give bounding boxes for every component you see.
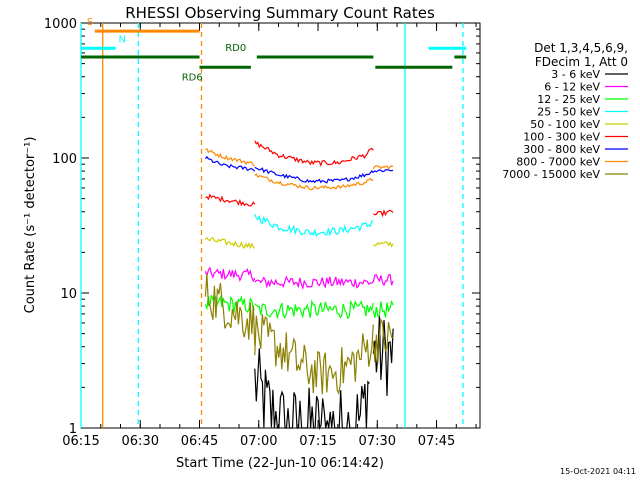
series-6-12-kev-segment-3: [372, 273, 394, 287]
y-axis-label: Count Rate (s⁻¹ detector⁻¹): [23, 137, 38, 314]
legend-header-line-1: Det 1,3,4,5,6,9,: [534, 41, 628, 55]
legend-label-100-300-kev: 100 - 300 keV: [523, 131, 600, 144]
legend-label-12-25-kev: 12 - 25 keV: [537, 93, 600, 106]
series-6-12-kev-segment-2: [254, 275, 374, 290]
legend-label-800-7000-kev: 800 - 7000 keV: [516, 156, 600, 169]
x-tick-label: 06:15: [62, 434, 99, 449]
series-300-800-kev-segment-1: [204, 155, 256, 172]
series-100-300-kev-segment-3: [373, 209, 394, 218]
flag-label-s: S: [87, 17, 93, 28]
series-800-7000-kev-segment-3: [372, 165, 394, 170]
series-100-300-kev-segment-2: [254, 140, 374, 167]
series-300-800-kev-segment-3: [372, 169, 394, 173]
x-tick-label: 07:00: [240, 434, 277, 449]
legend-label-300-800-kev: 300 - 800 keV: [523, 143, 600, 156]
series-800-7000-kev-segment-1: [205, 148, 256, 167]
legend-label-6-12-kev: 6 - 12 keV: [544, 81, 600, 94]
series-800-7000-kev-segment-2: [254, 172, 374, 191]
series-50-100-kev-segment-2: [372, 240, 394, 248]
x-tick-label: 07:15: [299, 434, 336, 449]
series-12-25-kev-segment-2: [254, 299, 374, 320]
flag-label-n: N: [119, 34, 126, 45]
x-axis-label: Start Time (22-Jun-10 06:14:42): [176, 456, 384, 471]
plot-frame: [80, 22, 481, 429]
series-12-25-kev-segment-3: [372, 299, 394, 318]
chart-title: RHESSI Observing Summary Count Rates: [125, 4, 435, 22]
legend-header-line-2: FDecim 1, Att 0: [535, 55, 628, 69]
flag-label-rd0: RD0: [225, 43, 246, 54]
series-50-100-kev-segment-1: [204, 236, 256, 250]
series-300-800-kev-segment-2: [254, 166, 374, 184]
timestamp: 15-Oct-2021 04:11: [560, 467, 636, 476]
series-7000-15000-kev-segment-2: [254, 314, 374, 396]
x-tick-label: 06:45: [181, 434, 218, 449]
y-tick-label: 100: [52, 152, 77, 167]
series-6-12-kev-segment-1: [204, 266, 256, 283]
x-tick-label: 06:30: [122, 434, 159, 449]
series-100-300-kev-segment-1: [205, 193, 256, 207]
y-tick-label: 1000: [44, 17, 77, 32]
x-tick-label: 07:30: [359, 434, 396, 449]
series-3-6-kev-segment-1: [254, 348, 370, 431]
series-25-50-kev-segment-1: [254, 213, 374, 238]
x-tick-label: 07:45: [418, 434, 455, 449]
flag-label-rd6: RD6: [182, 72, 203, 83]
y-tick-label: 1: [69, 422, 77, 437]
legend-label-50-100-kev: 50 - 100 keV: [530, 118, 600, 131]
y-tick-label: 10: [60, 287, 77, 302]
series-7000-15000-kev-segment-3: [372, 317, 394, 363]
legend-label-7000-15000-kev: 7000 - 15000 keV: [502, 168, 600, 181]
series-7000-15000-kev-segment-1: [204, 273, 256, 346]
legend-label-25-50-kev: 25 - 50 keV: [537, 106, 600, 119]
legend-label-3-6-kev: 3 - 6 keV: [551, 68, 600, 81]
